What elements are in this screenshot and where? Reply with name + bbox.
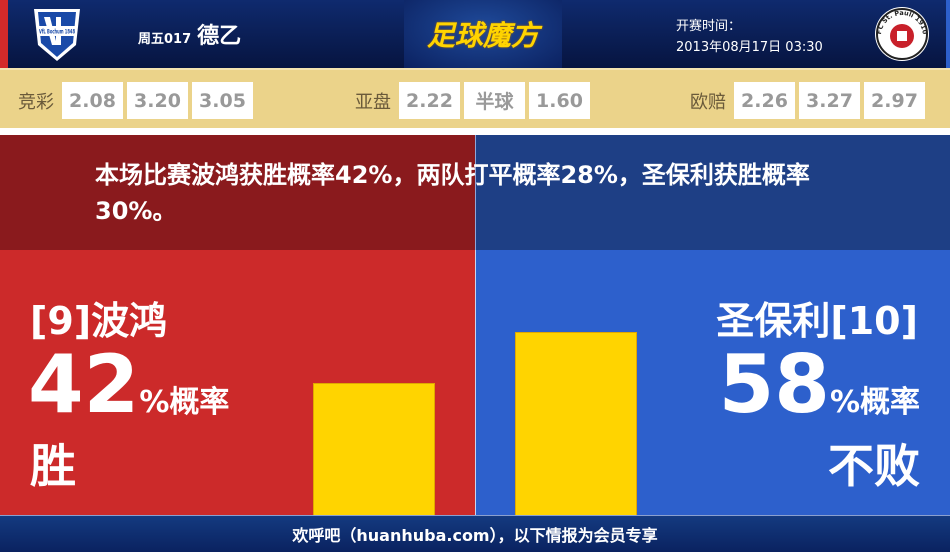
oupei-odds: 欧赔 2.26 3.27 2.97	[690, 82, 925, 119]
yapan-odds: 亚盘 2.22 半球 1.60	[355, 82, 590, 119]
odds-value: 2.26	[734, 82, 795, 119]
home-result: 胜	[30, 439, 76, 493]
footer-banner: 欢呼吧（huanhuba.com），以下情报为会员专享	[0, 515, 950, 552]
odds-bar: 竞彩 2.08 3.20 3.05 亚盘 2.22 半球 1.60 欧赔 2.2…	[0, 68, 950, 128]
odds-value: 半球	[464, 82, 525, 119]
kickoff-label: 开赛时间：	[676, 19, 742, 34]
home-probability-bar	[313, 382, 435, 515]
away-team-name: 圣保利[10]	[716, 299, 918, 343]
odds-value: 2.22	[399, 82, 460, 119]
home-percent-unit: %概率	[139, 385, 230, 420]
odds-value: 3.27	[799, 82, 860, 119]
match-number: 周五017	[138, 32, 192, 47]
odds-label: 亚盘	[355, 91, 391, 113]
odds-value: 1.60	[529, 82, 590, 119]
league-name: 德乙	[197, 24, 242, 49]
away-probability-bar	[515, 332, 637, 515]
odds-value: 3.05	[192, 82, 253, 119]
match-header: VfL Bochum 1848 周五017 德乙 足球魔方 开赛时间： 2013…	[0, 0, 950, 68]
away-percent: 58	[718, 338, 830, 431]
home-team-name: [9]波鸿	[30, 299, 168, 343]
away-result: 不败	[828, 439, 920, 493]
st-pauli-logo: FC St. Pauli 1910	[874, 6, 930, 66]
home-probability: 42%概率	[28, 345, 229, 443]
bochum-logo-text: VfL Bochum 1848	[39, 29, 75, 36]
summary-bg-left	[0, 135, 475, 250]
home-percent: 42	[28, 338, 140, 431]
odds-value: 2.97	[864, 82, 925, 119]
odds-label: 欧赔	[690, 91, 726, 113]
home-panel: [9]波鸿 42%概率 胜	[0, 250, 475, 515]
bochum-logo: VfL Bochum 1848	[30, 5, 84, 67]
probability-summary: 本场比赛波鸿获胜概率42%，两队打平概率28%，圣保利获胜概率30%。	[95, 161, 810, 225]
odds-label: 竞彩	[18, 91, 54, 113]
away-probability: 58%概率	[719, 345, 920, 443]
jingcai-odds: 竞彩 2.08 3.20 3.05	[18, 82, 253, 119]
odds-value: 2.08	[62, 82, 123, 119]
summary-bg-right	[475, 135, 950, 250]
away-percent-unit: %概率	[829, 385, 920, 420]
kickoff-time: 2013年08月17日 03:30	[676, 40, 823, 55]
odds-value: 3.20	[127, 82, 188, 119]
brand-logo: 足球魔方	[404, 0, 562, 68]
